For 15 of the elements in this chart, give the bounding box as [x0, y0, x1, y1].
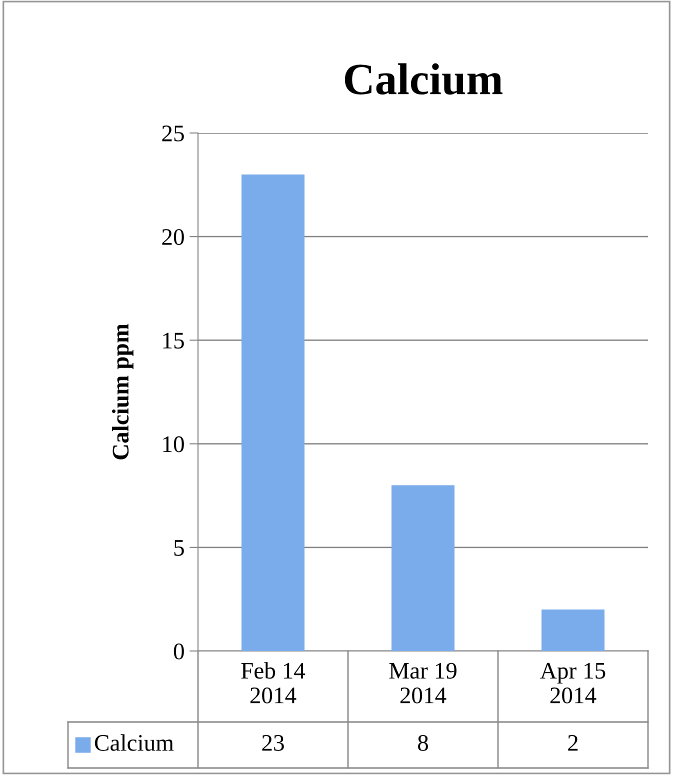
y-tick-label: 0 [174, 643, 184, 660]
y-axis-title: Calcium ppm [112, 324, 134, 460]
x-tick-label: Mar 19 2014 [389, 662, 456, 704]
y-tick-label: 20 [162, 229, 184, 246]
x-tick-label: Feb 14 2014 [241, 662, 306, 704]
y-tick-label: 25 [162, 126, 184, 142]
data-label: 23 [262, 735, 284, 751]
y-tick-label: 10 [163, 436, 184, 452]
y-tick-label: 15 [163, 332, 184, 349]
legend-label: Calcium [94, 734, 174, 751]
chart-title: Calcium [344, 63, 502, 95]
data-label: 2 [568, 735, 578, 751]
data-label: 8 [418, 734, 428, 751]
x-tick-label: Apr 15 2014 [540, 662, 606, 704]
y-tick-label: 5 [174, 540, 184, 556]
